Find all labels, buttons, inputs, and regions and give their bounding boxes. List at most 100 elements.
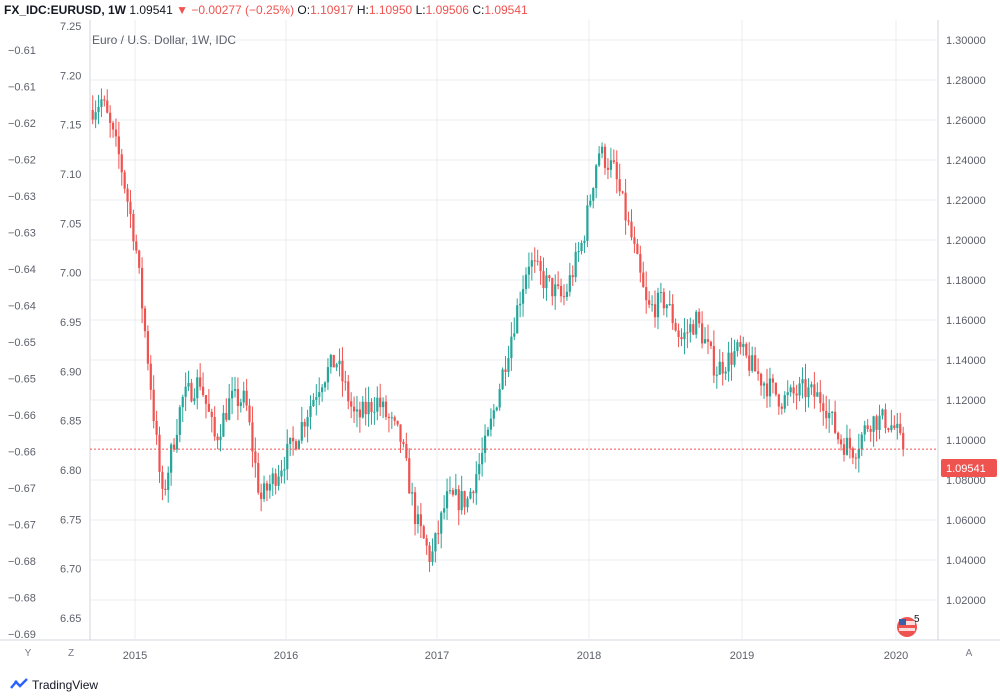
- candle-body: [236, 389, 240, 407]
- right-axis-tick-label: 1.18000: [946, 275, 986, 287]
- candle-body: [178, 407, 181, 435]
- candle-body: [489, 418, 493, 430]
- candle-body: [557, 284, 560, 287]
- candle-body: [554, 284, 557, 297]
- right-axis-tick-label: 1.20000: [946, 235, 986, 247]
- far-left-axis-tick-label: −0.63: [8, 191, 36, 203]
- left-axis-tick-label: 6.85: [60, 416, 81, 428]
- candle-body: [251, 422, 254, 452]
- tradingview-logo[interactable]: TradingView: [10, 676, 98, 694]
- candle-body: [807, 387, 810, 398]
- candle-body: [303, 422, 306, 427]
- candle-body: [140, 267, 144, 309]
- candle-body: [155, 421, 158, 435]
- candle-body: [318, 392, 321, 398]
- candle-body: [577, 251, 580, 253]
- candle-body: [621, 191, 624, 193]
- candle-body: [674, 323, 677, 331]
- candle-body: [135, 241, 138, 251]
- candle-body: [405, 443, 408, 459]
- candle-body: [513, 333, 516, 337]
- candle-body: [254, 451, 257, 463]
- candle-body: [854, 457, 857, 459]
- candle-body: [598, 153, 601, 166]
- far-left-axis-tick-label: −0.66: [8, 447, 36, 459]
- open-value: 1.10917: [310, 3, 354, 17]
- candlestick-series: [91, 88, 905, 572]
- left-axis-tick-label: 6.75: [60, 514, 81, 526]
- right-axis-tick-label: 1.14000: [946, 355, 986, 367]
- candle-body: [648, 300, 651, 305]
- candle-body: [260, 492, 263, 499]
- candle-body: [539, 261, 542, 272]
- left-price-axis[interactable]: 7.25 7.20 7.15 7.10 7.05 7.00 6.95 6.90 6.85 6.80…: [60, 21, 81, 625]
- candle-body: [167, 472, 170, 490]
- y-axis-button[interactable]: Y: [24, 648, 32, 659]
- candle-body: [533, 260, 536, 262]
- candle-body: [248, 405, 251, 423]
- price-change: −0.00277 (−0.25%): [191, 3, 295, 17]
- candle-body: [751, 355, 754, 371]
- candle-body: [668, 304, 671, 306]
- candle-body: [603, 146, 607, 168]
- candle-body: [683, 332, 686, 340]
- candle-body: [149, 363, 152, 390]
- candle-body: [786, 392, 789, 396]
- left-axis-tick-label: 7.00: [60, 268, 81, 280]
- candle-body: [536, 260, 539, 262]
- far-left-axis-tick-label: −0.65: [8, 374, 36, 386]
- left-axis-tick-label: 7.10: [60, 169, 81, 181]
- candle-body: [686, 332, 689, 334]
- far-left-axis-tick-label: −0.69: [8, 629, 36, 641]
- candle-body: [609, 160, 612, 170]
- right-axis-tick-label: 1.22000: [946, 195, 986, 207]
- candle-body: [789, 387, 792, 393]
- candle-body: [709, 341, 713, 347]
- candle-body: [466, 498, 469, 508]
- candle-body: [411, 492, 414, 494]
- candle-body: [483, 435, 487, 453]
- candle-body: [370, 401, 373, 412]
- right-axis-tick-label: 1.04000: [946, 555, 986, 567]
- x-axis-tick-label: 2018: [577, 650, 601, 662]
- candle-body: [448, 490, 452, 492]
- time-axis[interactable]: 2015 2016 2017 2018 2019 2020: [123, 650, 908, 662]
- candle-body: [902, 432, 905, 450]
- candle-body: [831, 411, 834, 414]
- candle-body: [286, 443, 289, 470]
- flag-icon[interactable]: 5: [897, 614, 920, 637]
- candle-body: [129, 201, 132, 215]
- candle-body: [393, 417, 396, 421]
- candle-body: [645, 287, 648, 301]
- far-left-axis[interactable]: −0.61 −0.61 −0.62 −0.62 −0.63 −0.63 −0.64 −0.64…: [8, 45, 36, 641]
- candle-body: [568, 275, 571, 292]
- candle-body: [431, 551, 434, 562]
- candle-body: [413, 492, 417, 525]
- candle-body: [472, 491, 475, 494]
- far-left-axis-tick-label: −0.67: [8, 483, 36, 495]
- auto-scale-button[interactable]: A: [965, 648, 973, 659]
- candle-body: [893, 425, 896, 428]
- candle-body: [376, 397, 379, 412]
- candle-body: [373, 411, 376, 413]
- symbol-label[interactable]: FX_IDC:EURUSD, 1W: [4, 3, 127, 17]
- candle-body: [478, 464, 481, 475]
- candle-body: [271, 473, 274, 484]
- z-axis-button[interactable]: Z: [67, 648, 75, 659]
- candle-body: [801, 379, 804, 384]
- candle-body: [291, 437, 295, 442]
- candle-body: [692, 324, 695, 335]
- candle-body: [184, 386, 187, 397]
- grid-lines: [0, 20, 1000, 641]
- candle-body: [210, 411, 213, 418]
- candle-body: [382, 401, 385, 408]
- candle-body: [274, 473, 277, 486]
- x-axis-tick-label: 2020: [884, 650, 908, 662]
- candle-body: [878, 415, 881, 430]
- candle-body: [507, 358, 510, 372]
- candle-body: [492, 410, 495, 419]
- right-price-axis[interactable]: 1.30000 1.28000 1.26000 1.24000 1.22000 1.200…: [946, 35, 986, 607]
- candle-body: [762, 383, 766, 386]
- candle-body: [146, 331, 149, 364]
